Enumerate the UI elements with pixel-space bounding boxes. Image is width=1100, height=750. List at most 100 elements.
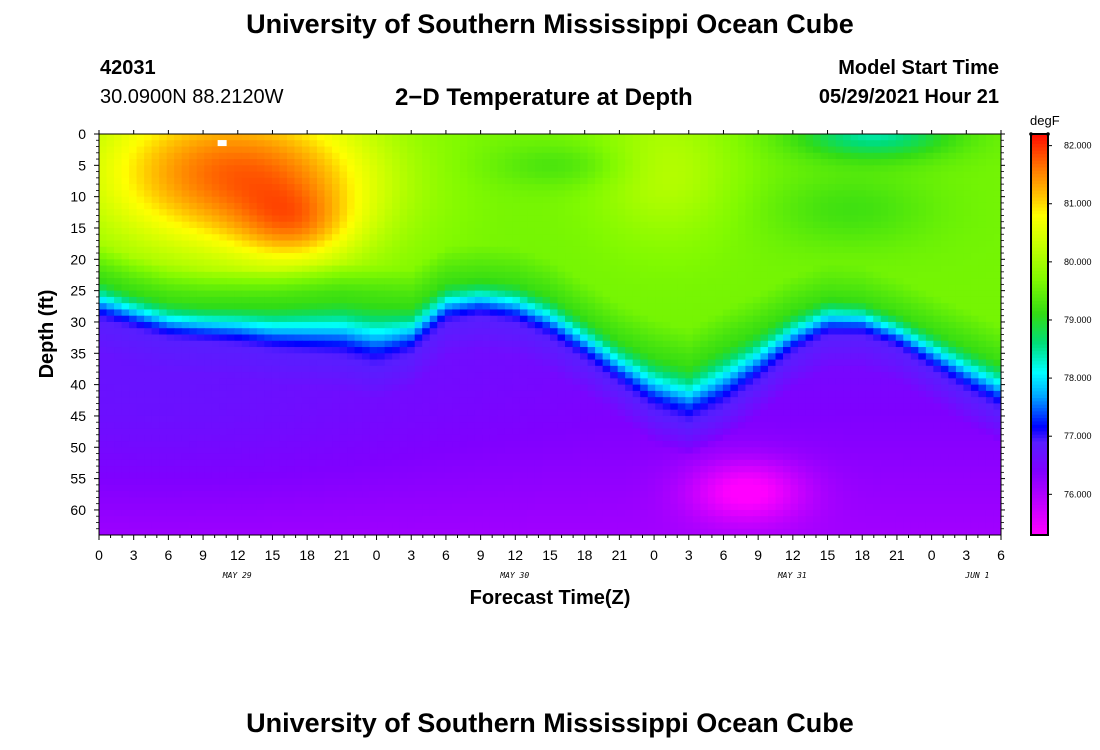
heatmap-cell [129, 384, 138, 392]
heatmap-cell [783, 234, 792, 242]
heatmap-cell [467, 234, 476, 242]
heatmap-cell [557, 177, 566, 185]
heatmap-cell [955, 340, 965, 348]
heatmap-cell [309, 284, 318, 292]
heatmap-cell [392, 152, 401, 160]
heatmap-cell [309, 265, 318, 273]
heatmap-cell [835, 215, 844, 223]
heatmap-cell [865, 265, 874, 273]
heatmap-cell [828, 340, 837, 348]
heatmap-cell [362, 309, 371, 317]
heatmap-cell [129, 190, 138, 198]
heatmap-cell [828, 184, 837, 191]
heatmap-cell [880, 321, 889, 329]
heatmap-cell [519, 290, 529, 298]
heatmap-cell [384, 340, 393, 348]
heatmap-cell [459, 353, 468, 361]
heatmap-cell [985, 152, 995, 160]
heatmap-cell [489, 146, 498, 154]
heatmap-cell [99, 390, 108, 398]
heatmap-cell [196, 390, 205, 398]
heatmap-cell [271, 159, 280, 166]
heatmap-cell [948, 278, 957, 285]
heatmap-cell [144, 378, 153, 386]
heatmap-cell [264, 171, 273, 179]
heatmap-cell [783, 246, 792, 254]
heatmap-cell [888, 159, 897, 166]
heatmap-cell [963, 246, 972, 254]
heatmap-cell [294, 134, 303, 141]
heatmap-cell [294, 265, 303, 273]
heatmap-cell [873, 321, 882, 329]
heatmap-cell [572, 177, 581, 185]
heatmap-cell [760, 353, 769, 361]
heatmap-cell [407, 202, 416, 210]
heatmap-cell [399, 215, 408, 223]
heatmap-cell [737, 328, 747, 336]
heatmap-cell [136, 359, 145, 367]
heatmap-cell [670, 134, 679, 141]
heatmap-cell [625, 209, 634, 217]
heatmap-cell [316, 359, 326, 367]
heatmap-cell [835, 353, 844, 361]
heatmap-cell [978, 290, 987, 298]
heatmap-cell [873, 328, 882, 336]
heatmap-cell [985, 378, 995, 386]
heatmap-cell [978, 296, 987, 304]
heatmap-cell [286, 240, 296, 248]
heatmap-cell [159, 265, 168, 273]
heatmap-cell [264, 165, 273, 173]
heatmap-cell [204, 159, 213, 166]
heatmap-cell [166, 152, 175, 160]
heatmap-cell [858, 334, 867, 342]
heatmap-cell [181, 265, 190, 273]
heatmap-cell [159, 253, 168, 260]
heatmap-cell [444, 278, 453, 285]
heatmap-cell [948, 353, 957, 361]
heatmap-cell [692, 290, 701, 298]
heatmap-cell [362, 184, 371, 191]
heatmap-cell [730, 290, 739, 298]
heatmap-cell [820, 347, 829, 354]
heatmap-cell [835, 347, 844, 354]
heatmap-cell [565, 159, 574, 166]
heatmap-cell [159, 209, 168, 217]
heatmap-cell [474, 152, 483, 160]
heatmap-cell [580, 253, 589, 260]
heatmap-cell [677, 334, 686, 342]
heatmap-cell [444, 315, 453, 323]
heatmap-cell [219, 215, 228, 223]
heatmap-cell [369, 190, 378, 198]
heatmap-cell [985, 315, 995, 323]
heatmap-cell [144, 290, 153, 298]
heatmap-cell [129, 340, 138, 348]
heatmap-cell [226, 384, 235, 392]
heatmap-cell [166, 328, 175, 336]
heatmap-cell [798, 372, 807, 379]
heatmap-cell [106, 296, 115, 304]
heatmap-cell [550, 259, 559, 267]
heatmap-cell [760, 303, 769, 311]
heatmap-cell [504, 177, 514, 185]
heatmap-cell [196, 284, 205, 292]
heatmap-cell [820, 227, 829, 235]
heatmap-cell [858, 152, 867, 160]
heatmap-cell [452, 171, 461, 179]
heatmap-cell [99, 271, 108, 279]
heatmap-cell [256, 184, 265, 191]
heatmap-cell [925, 165, 934, 173]
heatmap-cell [557, 159, 566, 166]
heatmap-cell [99, 196, 108, 204]
heatmap-cell [737, 365, 747, 373]
heatmap-cell [813, 359, 822, 367]
heatmap-cell [512, 159, 521, 166]
heatmap-cell [144, 165, 153, 173]
heatmap-cell [339, 303, 348, 311]
heatmap-cell [752, 227, 762, 235]
heatmap-cell [444, 190, 453, 198]
heatmap-cell [452, 240, 461, 248]
heatmap-cell [925, 365, 934, 373]
heatmap-cell [384, 152, 393, 160]
heatmap-cell [512, 215, 521, 223]
heatmap-cell [850, 240, 859, 248]
